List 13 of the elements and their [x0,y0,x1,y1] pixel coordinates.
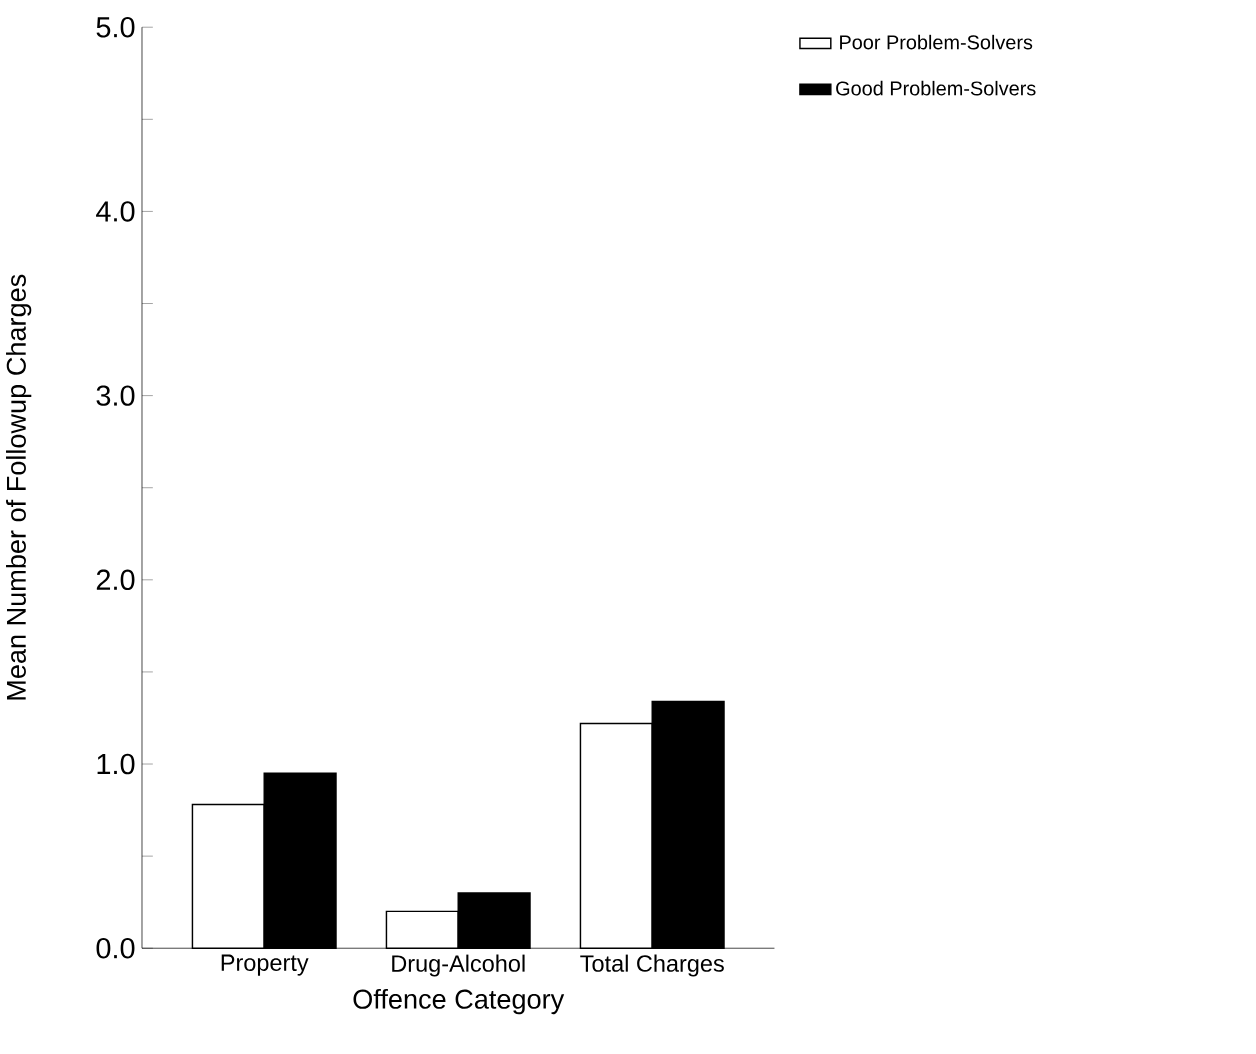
x-tick-label: Property [221,954,309,976]
x-tick-label: Drug-Alcohol [392,954,525,977]
y-tick-label: 0.0 [96,937,135,959]
y-axis-title: Mean Number of Followup Charges [6,274,32,700]
y-tick-label: 3.0 [96,385,135,406]
y-tick-label: 1.0 [97,753,135,775]
legend-label: Poor Problem-Solvers [840,34,1033,50]
y-tick-label: 2.0 [96,569,135,590]
y-tick-label: 4.0 [96,201,135,222]
legend-label: Good Problem-Solvers [836,80,1036,96]
x-axis-title: Offence Category [353,988,565,1014]
x-tick-label: Total Charges [580,954,724,977]
y-tick-label: 5.0 [96,16,135,38]
